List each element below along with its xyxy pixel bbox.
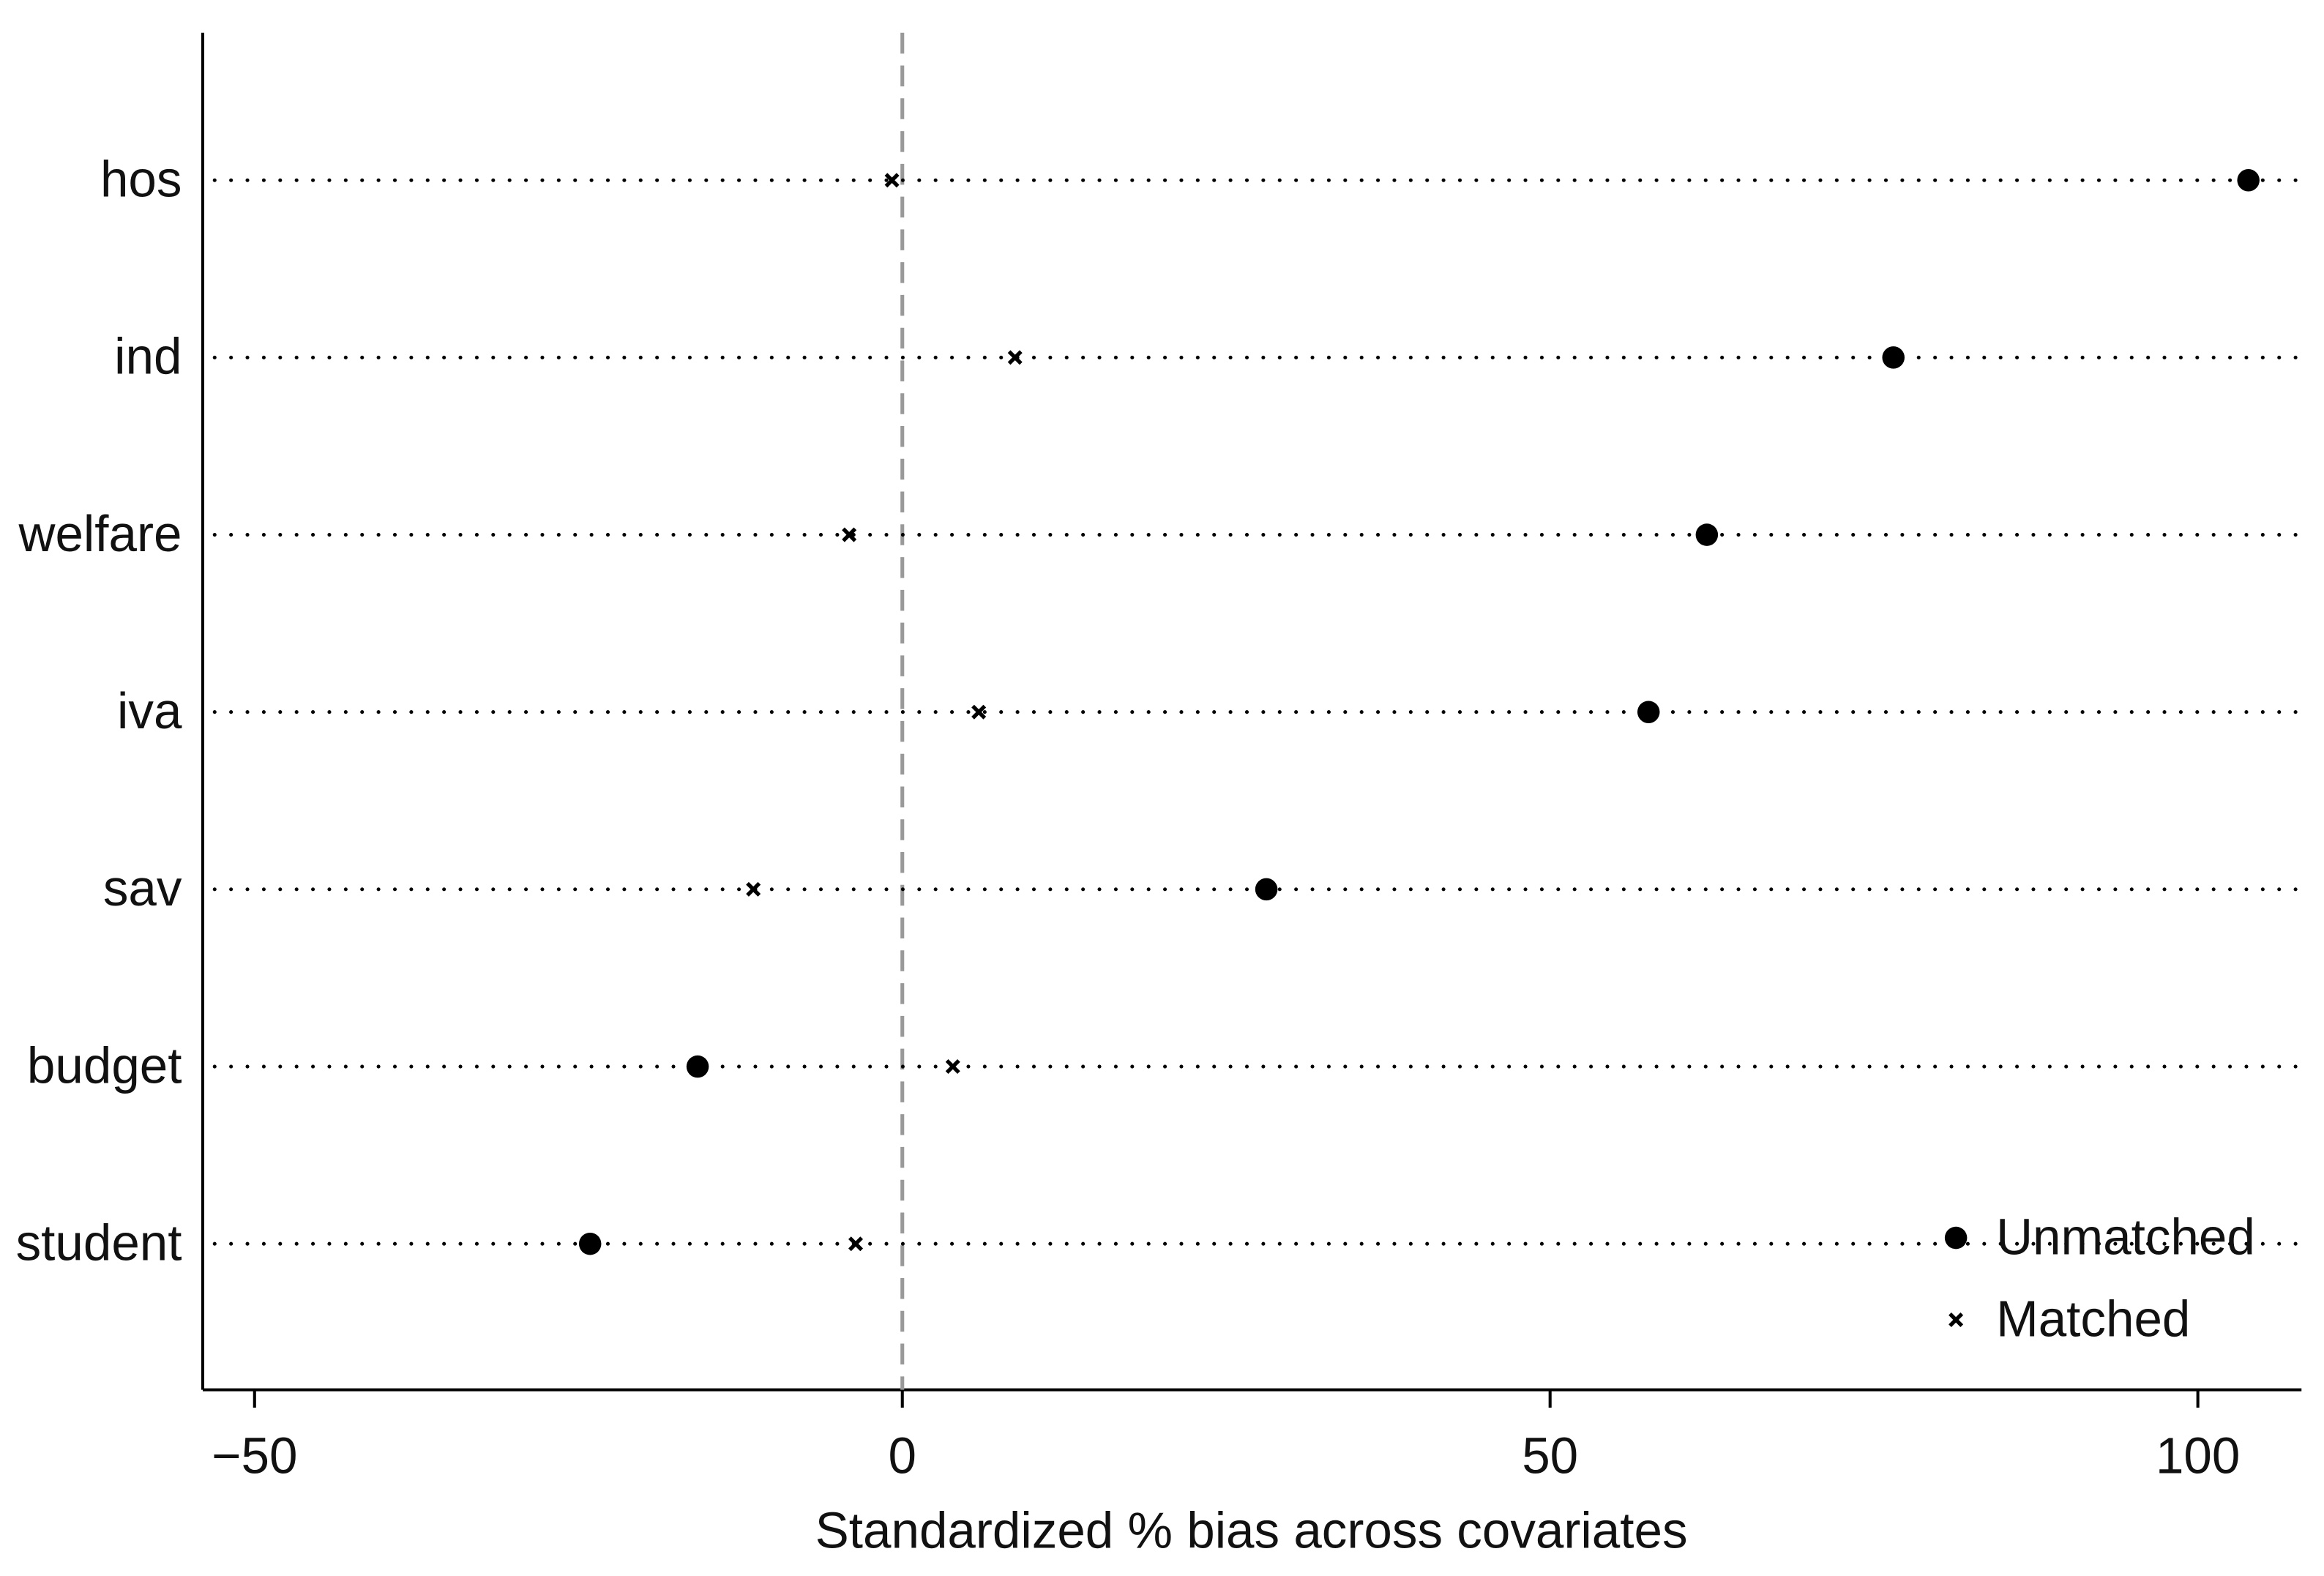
matched-point (884, 173, 900, 188)
legend-label: Matched (1996, 1290, 2190, 1347)
matched-point (945, 1059, 960, 1075)
unmatched-point (686, 1055, 709, 1078)
x-tick-label: 50 (1522, 1427, 1578, 1484)
y-tick-label: sav (103, 859, 182, 916)
legend-marker (1949, 1312, 1964, 1327)
unmatched-point (578, 1232, 602, 1255)
y-tick-label: budget (27, 1037, 182, 1094)
legend-label: Unmatched (1996, 1208, 2255, 1265)
matched-point (848, 1236, 864, 1252)
unmatched-point (2237, 168, 2260, 192)
x-tick-label: 0 (888, 1427, 916, 1484)
legend-marker (1944, 1226, 1968, 1250)
x-axis-title: Standardized % bias across covariates (815, 1501, 1688, 1558)
y-tick-label: student (16, 1214, 182, 1271)
x-tick-label: −50 (212, 1427, 297, 1484)
y-tick-label: welfare (18, 505, 182, 562)
matched-point (971, 704, 987, 720)
unmatched-point (1695, 523, 1719, 546)
x-tick-label: 100 (2156, 1427, 2240, 1484)
y-tick-label: iva (117, 682, 182, 739)
unmatched-point (1637, 701, 1660, 723)
unmatched-point (1882, 346, 1905, 369)
matched-point (746, 881, 761, 897)
y-tick-label: ind (114, 328, 182, 385)
matched-point (1007, 350, 1023, 365)
y-tick-label: hos (100, 151, 182, 208)
matched-point (842, 527, 857, 542)
unmatched-point (1255, 878, 1278, 901)
